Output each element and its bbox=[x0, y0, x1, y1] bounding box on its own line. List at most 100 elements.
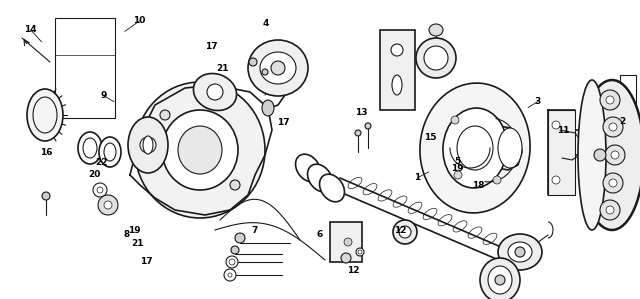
Text: 10: 10 bbox=[133, 16, 146, 25]
Ellipse shape bbox=[480, 258, 520, 299]
Ellipse shape bbox=[296, 154, 321, 182]
Text: 21: 21 bbox=[216, 64, 229, 73]
Text: 14: 14 bbox=[24, 25, 37, 34]
Ellipse shape bbox=[162, 110, 238, 190]
Ellipse shape bbox=[143, 136, 153, 154]
Ellipse shape bbox=[319, 174, 344, 202]
Ellipse shape bbox=[603, 173, 623, 193]
Text: 12: 12 bbox=[347, 266, 360, 275]
Text: 1: 1 bbox=[414, 173, 420, 182]
Ellipse shape bbox=[603, 117, 623, 137]
Circle shape bbox=[609, 179, 617, 187]
Text: 22: 22 bbox=[95, 158, 108, 167]
Circle shape bbox=[552, 121, 560, 129]
Circle shape bbox=[606, 206, 614, 214]
Text: 18: 18 bbox=[472, 181, 485, 190]
Ellipse shape bbox=[98, 195, 118, 215]
Circle shape bbox=[393, 220, 417, 244]
Text: 19: 19 bbox=[451, 164, 464, 173]
Circle shape bbox=[42, 192, 50, 200]
Text: 9: 9 bbox=[100, 91, 107, 100]
Text: 11: 11 bbox=[557, 126, 570, 135]
Circle shape bbox=[271, 61, 285, 75]
Bar bbox=[620, 75, 636, 195]
Circle shape bbox=[160, 110, 170, 120]
Text: 13: 13 bbox=[355, 108, 368, 117]
Circle shape bbox=[515, 247, 525, 257]
Circle shape bbox=[493, 176, 501, 184]
Ellipse shape bbox=[443, 108, 507, 188]
Circle shape bbox=[231, 246, 239, 254]
Circle shape bbox=[355, 130, 361, 136]
Bar bbox=[380, 30, 415, 110]
Ellipse shape bbox=[392, 75, 402, 95]
Ellipse shape bbox=[178, 126, 222, 174]
Ellipse shape bbox=[135, 82, 265, 218]
Text: 5: 5 bbox=[454, 157, 461, 166]
Ellipse shape bbox=[498, 128, 522, 168]
Circle shape bbox=[262, 69, 268, 75]
Ellipse shape bbox=[128, 117, 168, 173]
Ellipse shape bbox=[416, 38, 456, 78]
Ellipse shape bbox=[420, 83, 530, 213]
Circle shape bbox=[207, 84, 223, 100]
Text: 17: 17 bbox=[205, 42, 218, 51]
Ellipse shape bbox=[424, 46, 448, 70]
Ellipse shape bbox=[600, 200, 620, 220]
Circle shape bbox=[93, 183, 107, 197]
Text: 12: 12 bbox=[394, 226, 407, 235]
Circle shape bbox=[606, 96, 614, 104]
Circle shape bbox=[552, 176, 560, 184]
Ellipse shape bbox=[27, 89, 63, 141]
Bar bbox=[55, 18, 115, 118]
Bar bbox=[548, 110, 575, 195]
Circle shape bbox=[104, 201, 112, 209]
Circle shape bbox=[609, 123, 617, 131]
Text: 4: 4 bbox=[262, 19, 269, 28]
Ellipse shape bbox=[78, 132, 102, 164]
Text: 15: 15 bbox=[424, 133, 436, 142]
Circle shape bbox=[399, 226, 411, 238]
Circle shape bbox=[341, 253, 351, 263]
Circle shape bbox=[451, 116, 459, 124]
Ellipse shape bbox=[605, 145, 625, 165]
Circle shape bbox=[344, 238, 352, 246]
Text: 16: 16 bbox=[40, 148, 52, 157]
Ellipse shape bbox=[508, 242, 532, 262]
Text: 17: 17 bbox=[140, 257, 152, 266]
Text: 6: 6 bbox=[317, 230, 323, 239]
Ellipse shape bbox=[262, 100, 274, 116]
Ellipse shape bbox=[308, 164, 332, 192]
Circle shape bbox=[611, 151, 619, 159]
Circle shape bbox=[391, 44, 403, 56]
Circle shape bbox=[235, 233, 245, 243]
Ellipse shape bbox=[193, 74, 237, 111]
Text: 2: 2 bbox=[619, 117, 625, 126]
Circle shape bbox=[224, 269, 236, 281]
Ellipse shape bbox=[99, 137, 121, 167]
Ellipse shape bbox=[498, 234, 542, 270]
Ellipse shape bbox=[457, 126, 493, 170]
Ellipse shape bbox=[248, 40, 308, 96]
Bar bbox=[330, 222, 362, 262]
Circle shape bbox=[356, 248, 364, 256]
Circle shape bbox=[249, 58, 257, 66]
Circle shape bbox=[226, 256, 238, 268]
Text: 7: 7 bbox=[252, 226, 258, 235]
Ellipse shape bbox=[260, 52, 296, 84]
Ellipse shape bbox=[600, 90, 620, 110]
Ellipse shape bbox=[580, 80, 640, 230]
Circle shape bbox=[594, 149, 606, 161]
Circle shape bbox=[495, 275, 505, 285]
Text: 19: 19 bbox=[128, 226, 141, 235]
Text: 17: 17 bbox=[277, 118, 290, 127]
Ellipse shape bbox=[578, 80, 606, 230]
Text: 20: 20 bbox=[88, 170, 101, 179]
Text: 3: 3 bbox=[534, 97, 541, 106]
Ellipse shape bbox=[488, 266, 512, 294]
Text: 21: 21 bbox=[131, 239, 144, 248]
Ellipse shape bbox=[429, 24, 443, 36]
Circle shape bbox=[230, 180, 240, 190]
Text: 8: 8 bbox=[124, 230, 130, 239]
Circle shape bbox=[140, 137, 156, 153]
